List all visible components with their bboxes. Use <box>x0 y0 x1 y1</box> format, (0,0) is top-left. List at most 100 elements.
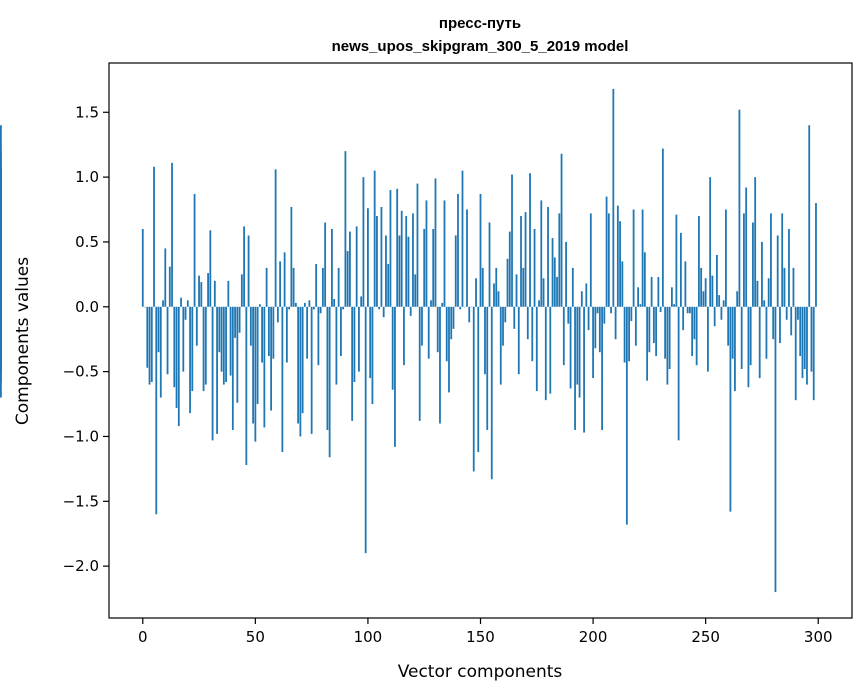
bar <box>333 299 336 307</box>
bar <box>643 252 646 307</box>
bar <box>207 273 209 307</box>
bar <box>276 306 279 323</box>
bar <box>806 306 808 385</box>
bar <box>405 216 408 307</box>
x-tick-label: 300 <box>804 628 833 646</box>
bar <box>263 306 266 428</box>
bar <box>743 213 745 307</box>
bar <box>216 306 218 434</box>
bar <box>231 306 234 430</box>
bar <box>303 302 306 307</box>
bar <box>315 263 318 307</box>
bar <box>790 306 793 336</box>
bar <box>288 306 291 310</box>
bar <box>776 235 779 307</box>
bar <box>358 306 360 372</box>
bar <box>389 190 392 307</box>
bar <box>222 306 225 385</box>
bar <box>247 235 250 307</box>
bar <box>403 306 405 366</box>
bar <box>173 306 176 388</box>
bar <box>522 267 525 307</box>
bar <box>648 306 651 353</box>
bar <box>337 267 340 307</box>
x-tick-label: 250 <box>691 628 720 646</box>
bar <box>479 193 482 307</box>
bar <box>583 306 585 433</box>
bar <box>502 306 504 346</box>
bar <box>477 306 480 453</box>
bar <box>576 306 579 385</box>
bar <box>686 306 689 314</box>
bar <box>441 302 444 307</box>
bar <box>810 306 813 372</box>
bar <box>749 306 752 366</box>
bar <box>718 295 721 307</box>
bar <box>558 213 561 307</box>
bar <box>614 306 617 340</box>
bar <box>720 306 723 320</box>
bar <box>646 306 649 381</box>
bar <box>765 306 768 359</box>
bar <box>493 283 495 307</box>
bar <box>427 306 430 359</box>
bar <box>797 306 799 320</box>
bar <box>432 228 435 307</box>
bar <box>380 206 383 307</box>
bar <box>445 306 448 362</box>
bar <box>159 306 162 398</box>
bar <box>788 228 790 307</box>
bar <box>416 183 419 307</box>
x-tick-label: 0 <box>138 628 148 646</box>
bar <box>799 306 802 357</box>
bar <box>335 306 338 385</box>
y-tick-label: −2.0 <box>63 557 99 575</box>
chart-title: пресс-путь <box>439 15 521 32</box>
bar <box>752 222 754 307</box>
bar <box>484 306 486 375</box>
bar <box>193 193 196 307</box>
bar <box>547 206 549 307</box>
bar <box>270 306 273 411</box>
bar <box>668 306 671 370</box>
x-tick-label: 50 <box>246 628 265 646</box>
bar <box>225 306 227 382</box>
bar <box>324 222 327 307</box>
bar <box>506 258 509 307</box>
bar <box>328 306 331 458</box>
bar <box>472 306 475 472</box>
bar <box>312 306 315 310</box>
bar <box>218 306 221 353</box>
bar <box>236 306 239 403</box>
bar <box>326 306 329 430</box>
bar <box>571 267 574 307</box>
bar <box>808 125 811 307</box>
bar <box>175 306 178 408</box>
bar <box>641 209 644 307</box>
bar <box>279 261 282 307</box>
bar <box>189 306 191 414</box>
bar <box>679 232 682 307</box>
bar <box>747 306 750 388</box>
bar <box>387 263 390 307</box>
bar <box>783 267 786 307</box>
bar <box>574 306 576 430</box>
bar <box>738 109 741 307</box>
bar <box>238 306 241 333</box>
bar <box>616 205 619 307</box>
bar <box>785 306 788 320</box>
y-axis-ticks: −2.0 −1.5 −1.0 −0.5 0.0 0.5 1.0 1.5 <box>63 103 109 575</box>
bar <box>580 291 583 307</box>
bar <box>407 236 410 307</box>
bar <box>364 306 367 554</box>
bar <box>396 188 399 307</box>
bar <box>691 306 694 357</box>
bar <box>716 254 718 307</box>
bar <box>803 306 806 370</box>
bar <box>346 251 349 307</box>
bar <box>569 306 572 389</box>
bar <box>511 174 513 307</box>
bar <box>423 228 426 307</box>
bar <box>443 200 446 307</box>
bar <box>731 306 734 359</box>
